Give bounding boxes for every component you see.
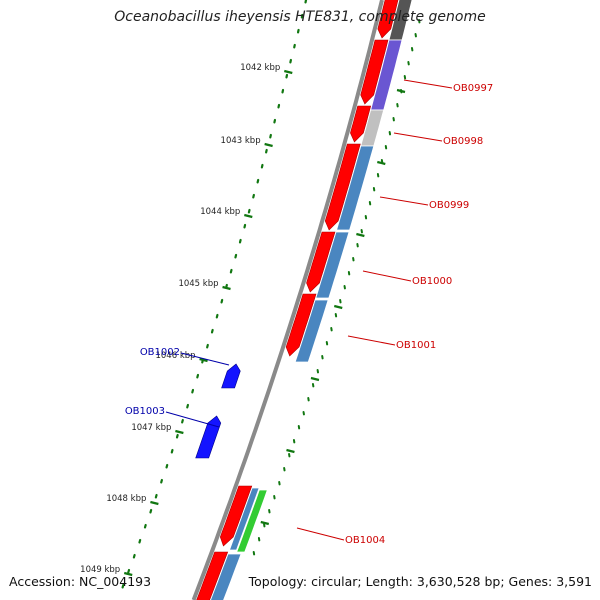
gene-arrow-ob1001 (285, 293, 317, 357)
scale-dot (138, 538, 142, 544)
outer-scale-major-tick (286, 448, 295, 454)
scale-label-6: 1048 kbp (106, 494, 146, 504)
scale-major-tick (222, 285, 231, 291)
gene-arrow-ob1004 (219, 485, 253, 547)
gene-arrow-ob1000 (306, 231, 336, 293)
scale-dot (196, 373, 200, 379)
gene-label-ob0999: OB0999 (429, 200, 469, 211)
scale-dot (206, 343, 209, 349)
scale-major-tick (284, 69, 293, 75)
scale-label-5: 1047 kbp (131, 423, 171, 433)
gene-label-ob1003: OB1003 (125, 406, 165, 417)
scale-dot (265, 148, 268, 154)
outer-scale-major-tick (356, 232, 365, 238)
leader-line-ob0998 (393, 132, 443, 142)
outer-scale-major-tick (260, 520, 270, 526)
scale-dot (186, 403, 190, 409)
leader-line-ob1000 (362, 270, 412, 282)
scale-major-tick (199, 357, 208, 363)
scale-dot (160, 478, 164, 484)
scale-dot (127, 568, 131, 574)
leader-line-ob1003 (165, 411, 220, 428)
gene-arrow-ob1002 (221, 363, 241, 389)
scale-label-2: 1044 kbp (200, 207, 240, 217)
cog-band-ob1004 (228, 487, 260, 551)
gene-arrow-ob1003 (195, 415, 222, 459)
cog-band-ob0999 (336, 145, 375, 231)
scale-major-tick (150, 500, 159, 506)
cog-band-ob1001 (294, 299, 329, 363)
genome-summary-label: Topology: circular; Length: 3,630,528 bp… (248, 574, 592, 589)
scale-dot (143, 523, 147, 529)
map-title: Oceanobacillus iheyensis HTE831, complet… (114, 9, 486, 25)
scale-dot (234, 253, 238, 259)
scale-dot (181, 418, 184, 424)
genome-backbone (191, 0, 384, 600)
gene-label-ob1001: OB1001 (396, 340, 436, 351)
gene-label-ob1002: OB1002 (140, 347, 180, 358)
scale-dot (277, 103, 281, 109)
leader-line-ob0999 (379, 196, 429, 206)
gene-arrow-ob0997 (360, 39, 389, 105)
leader-line-ob0997 (403, 79, 453, 89)
scale-label-0: 1042 kbp (240, 63, 280, 73)
outer-scale-major-tick (333, 304, 343, 310)
gene-arrow-ob0999 (324, 143, 361, 231)
scale-dot (289, 58, 292, 64)
gene-arrow-ob0996 (377, 0, 399, 39)
scale-dot (273, 118, 277, 124)
gene-label-ob0997: OB0997 (453, 83, 493, 94)
scale-major-tick (175, 429, 184, 435)
gene-arrow-ob1005 (196, 551, 229, 600)
scale-major-tick (123, 571, 133, 577)
scale-dot (247, 208, 251, 214)
scale-label-4: 1046 kbp (155, 351, 195, 361)
cog-band-ob1004-b (236, 489, 268, 553)
leader-line-ob1004 (296, 527, 345, 541)
leader-line-ob1001 (347, 335, 396, 346)
scale-dot (229, 268, 233, 274)
gene-label-ob0998: OB0998 (443, 136, 483, 147)
cog-band-ob1005 (210, 553, 242, 600)
scale-dot (170, 448, 174, 454)
scale-dot (165, 463, 169, 469)
scale-dot (260, 163, 264, 169)
scale-dot (154, 493, 158, 499)
scale-major-tick (244, 213, 253, 219)
scale-dot (175, 433, 179, 439)
outer-scale-major-tick (310, 376, 320, 382)
cog-band-ob1000 (315, 231, 350, 299)
accession-label: Accession: NC_004193 (9, 574, 152, 589)
scale-label-1: 1043 kbp (221, 136, 261, 146)
gene-label-ob1004: OB1004 (345, 535, 385, 546)
outer-scale-major-tick (396, 88, 406, 94)
scale-dot (281, 88, 285, 94)
scale-dot (215, 313, 219, 319)
scale-dot (243, 223, 247, 229)
leader-line-ob1002 (180, 352, 230, 366)
scale-dot (191, 388, 195, 394)
scale-dot (285, 73, 289, 79)
gene-arrow-ob0998 (350, 105, 372, 143)
scale-dot (121, 583, 125, 589)
scale-dot (210, 328, 214, 334)
scale-dot (269, 133, 272, 139)
outer-scale-major-tick (377, 160, 386, 166)
gene-label-ob1000: OB1000 (412, 276, 452, 287)
scale-dot (132, 553, 136, 559)
scale-label-3: 1045 kbp (178, 279, 218, 289)
scale-label-7: 1049 kbp (80, 565, 120, 575)
scale-dot (220, 298, 224, 304)
scale-major-tick (264, 142, 273, 148)
scale-dot (149, 508, 153, 514)
scale-dot (238, 238, 242, 244)
scale-dot (252, 193, 255, 199)
scale-dot (256, 178, 260, 184)
